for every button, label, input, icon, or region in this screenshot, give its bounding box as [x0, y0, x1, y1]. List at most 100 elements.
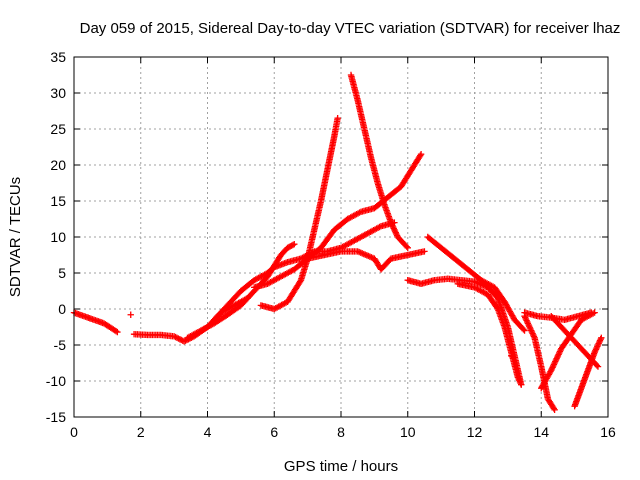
data-point	[389, 223, 397, 231]
data-point	[393, 230, 400, 238]
series-track-l	[571, 334, 605, 410]
data-point	[523, 317, 530, 324]
series-track-mid	[304, 248, 428, 273]
x-tick-label: 12	[467, 424, 483, 440]
data-point	[421, 248, 428, 255]
data-point	[403, 243, 410, 250]
data-point	[516, 378, 524, 385]
data-point	[528, 328, 536, 336]
data-point	[592, 346, 600, 353]
data-point	[517, 379, 524, 387]
data-point	[554, 352, 562, 359]
data-point	[392, 229, 399, 236]
series-track-early	[70, 309, 121, 336]
data-point	[172, 333, 179, 341]
data-points	[70, 71, 605, 413]
data-point	[291, 241, 298, 248]
x-tick-label: 10	[400, 424, 416, 440]
data-point	[595, 340, 602, 347]
series-track-h	[521, 309, 595, 323]
series-track-f	[424, 233, 528, 334]
series-track-d	[251, 151, 425, 291]
data-point	[592, 347, 599, 354]
y-tick-label: 10	[50, 229, 66, 245]
series-track-k	[548, 313, 602, 370]
data-point	[552, 358, 559, 365]
data-point	[180, 338, 188, 345]
data-point	[516, 377, 523, 384]
series-track-j	[538, 309, 598, 392]
data-point	[596, 338, 603, 346]
chart-title: Day 059 of 2015, Sidereal Day-to-day VTE…	[80, 20, 621, 37]
isolated-points	[127, 311, 515, 359]
data-point	[390, 225, 397, 232]
data-point	[417, 152, 424, 159]
data-point	[356, 209, 363, 216]
x-axis-label: GPS time / hours	[284, 458, 398, 475]
y-tick-label: 25	[50, 121, 66, 137]
y-tick-label: 0	[58, 301, 66, 317]
data-point	[549, 364, 556, 371]
data-point	[493, 304, 501, 311]
data-point	[173, 334, 181, 341]
data-point	[594, 343, 601, 350]
data-point	[526, 324, 534, 331]
gridlines	[74, 57, 608, 417]
data-point	[127, 311, 134, 318]
data-point	[550, 405, 557, 412]
y-axis-label: SDTVAR / TECUs	[7, 177, 24, 297]
data-point	[389, 222, 396, 229]
data-point	[593, 362, 601, 369]
data-point	[387, 219, 395, 226]
data-point	[598, 334, 605, 341]
x-tick-label: 16	[600, 424, 616, 440]
data-point	[528, 327, 535, 334]
data-point	[508, 352, 515, 359]
data-point	[530, 333, 538, 340]
data-point	[551, 406, 558, 413]
data-point	[112, 327, 120, 335]
data-point	[524, 320, 532, 327]
data-point	[520, 326, 527, 333]
data-point	[556, 348, 564, 355]
data-point	[526, 323, 533, 330]
data-point	[334, 115, 341, 122]
data-point	[548, 365, 556, 372]
data-point	[550, 362, 557, 370]
data-point	[591, 349, 598, 356]
y-tick-label: 30	[50, 85, 66, 101]
data-point	[376, 223, 383, 231]
x-tick-label: 8	[337, 424, 345, 440]
series-track-c	[257, 115, 341, 313]
data-point	[114, 328, 121, 336]
y-tick-label: 5	[58, 265, 66, 281]
series-track-peak	[347, 71, 411, 251]
data-point	[175, 335, 182, 342]
x-tick-label: 6	[270, 424, 278, 440]
data-point	[554, 354, 561, 361]
data-point	[591, 309, 598, 316]
data-point	[594, 363, 602, 370]
data-point	[527, 325, 534, 333]
data-point	[594, 341, 602, 349]
x-tick-label: 2	[137, 424, 145, 440]
data-point	[556, 349, 563, 357]
data-point	[391, 226, 398, 233]
data-point	[596, 337, 604, 344]
data-point	[548, 367, 555, 374]
data-point	[553, 355, 560, 362]
data-point	[170, 333, 178, 340]
y-tick-label: -10	[46, 373, 66, 389]
data-point	[388, 220, 395, 228]
data-point	[551, 359, 558, 367]
data-point	[589, 310, 597, 317]
data-point	[515, 375, 522, 383]
data-point	[521, 313, 528, 320]
data-point	[176, 336, 184, 343]
y-tick-label: 15	[50, 193, 66, 209]
x-tick-label: 14	[533, 424, 549, 440]
data-point	[518, 381, 525, 388]
y-tick-label: 35	[50, 49, 66, 65]
